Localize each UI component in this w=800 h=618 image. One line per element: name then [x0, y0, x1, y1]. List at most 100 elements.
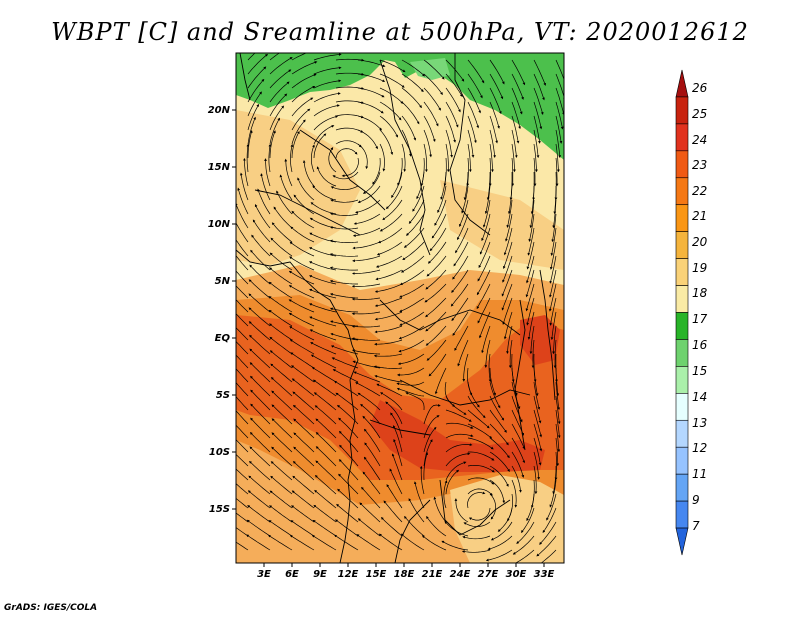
- streamline: [236, 382, 249, 397]
- lon-label-33e: 33E: [534, 569, 555, 580]
- streamline: [539, 521, 557, 545]
- colorbar-cell: [675, 96, 689, 125]
- streamline: [268, 296, 293, 313]
- streamline: [478, 241, 491, 269]
- streamline: [526, 241, 535, 270]
- streamline: [336, 503, 359, 523]
- streamline: [533, 129, 540, 159]
- streamline: [236, 439, 249, 453]
- streamline: [466, 157, 470, 187]
- streamline: [445, 469, 460, 495]
- streamline: [526, 493, 535, 522]
- streamline: [467, 423, 493, 439]
- streamline: [467, 101, 480, 129]
- streamline: [555, 59, 564, 81]
- streamline: [450, 283, 469, 307]
- streamline: [314, 405, 337, 425]
- streamline: [249, 362, 271, 383]
- streamline: [467, 464, 495, 473]
- streamline: [477, 255, 491, 282]
- streamline: [309, 288, 337, 299]
- streamline: [403, 227, 425, 248]
- lon-label-30e: 30E: [506, 569, 527, 580]
- streamline: [463, 171, 469, 201]
- streamline: [248, 475, 271, 495]
- streamline: [374, 297, 403, 307]
- streamline: [357, 101, 384, 114]
- streamline: [291, 85, 316, 103]
- streamline: [276, 190, 293, 215]
- streamline: [249, 334, 271, 355]
- streamline: [462, 353, 469, 382]
- streamline: [401, 143, 407, 172]
- streamline: [243, 157, 249, 187]
- streamline: [268, 309, 293, 327]
- streamline: [401, 87, 422, 109]
- streamline: [315, 446, 337, 467]
- streamlines: [236, 53, 564, 563]
- streamline: [236, 497, 249, 509]
- streamline: [291, 97, 314, 117]
- streamline: [314, 489, 337, 509]
- streamline: [401, 73, 424, 93]
- streamline: [445, 409, 472, 422]
- streamline: [357, 59, 386, 68]
- streamline: [445, 101, 459, 128]
- streamline: [408, 498, 425, 523]
- streamline: [413, 481, 425, 509]
- streamline: [270, 475, 293, 495]
- streamline: [533, 115, 541, 144]
- streamline: [489, 115, 498, 144]
- streamline: [352, 227, 381, 237]
- streamline: [249, 431, 271, 453]
- streamline: [489, 367, 496, 396]
- streamline: [291, 378, 315, 397]
- streamline: [459, 199, 469, 228]
- streamline: [246, 534, 271, 551]
- streamline: [271, 390, 293, 411]
- colorbar-cell: [675, 500, 689, 529]
- streamline: [511, 479, 518, 508]
- streamline: [269, 267, 293, 285]
- wbpt-region-se-pale: [450, 475, 564, 563]
- streamline: [515, 549, 535, 563]
- streamline: [291, 130, 300, 159]
- streamline: [337, 488, 359, 509]
- streamline: [251, 234, 271, 257]
- streamline: [236, 483, 249, 495]
- colorbar: 26 25 24 23 22 21 20 19 18 17 16 15 14 1…: [675, 69, 708, 556]
- streamline: [527, 227, 535, 256]
- streamline: [455, 227, 469, 254]
- streamline: [423, 426, 437, 453]
- streamline: [397, 367, 425, 377]
- streamline: [236, 255, 249, 271]
- streamline: [526, 297, 535, 326]
- streamline: [554, 451, 558, 481]
- streamline: [457, 339, 469, 367]
- streamline: [269, 93, 288, 117]
- streamline: [501, 283, 513, 311]
- streamline: [269, 69, 292, 89]
- streamline: [273, 206, 293, 229]
- streamline: [292, 391, 315, 411]
- streamline: [549, 255, 557, 284]
- streamline: [357, 115, 383, 131]
- streamline: [236, 285, 249, 299]
- streamline: [506, 325, 513, 354]
- streamline: [335, 148, 358, 159]
- streamline: [249, 264, 271, 285]
- streamline: [312, 185, 337, 201]
- streamline: [443, 480, 448, 509]
- colorbar-label-12: 12: [692, 441, 707, 455]
- streamline: [398, 339, 425, 353]
- streamline: [400, 255, 425, 273]
- streamline: [270, 363, 293, 383]
- streamline: [316, 166, 337, 187]
- streamline: [250, 249, 271, 271]
- streamline: [467, 87, 481, 114]
- streamline: [293, 446, 315, 467]
- streamline: [453, 241, 469, 267]
- streamline: [250, 403, 271, 425]
- streamline: [552, 466, 557, 495]
- streamline: [252, 219, 271, 243]
